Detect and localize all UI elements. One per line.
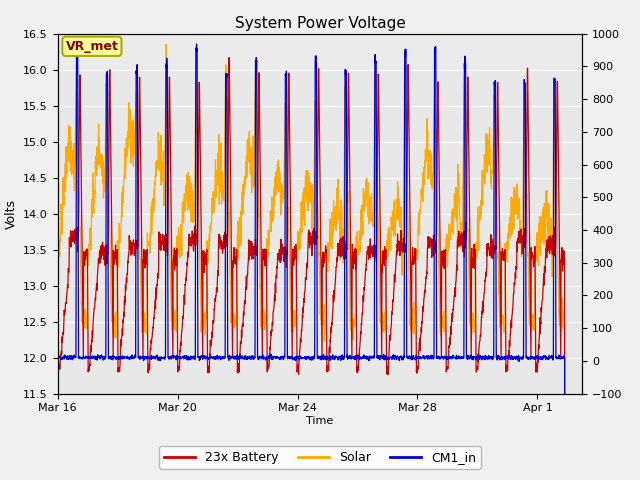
CM1_in bbox=[54, 354, 61, 360]
Solar bbox=[302, 189, 310, 195]
CM1_in bbox=[289, 355, 296, 361]
23x Battery bbox=[548, 232, 556, 238]
Solar bbox=[456, 194, 463, 200]
Solar bbox=[54, 249, 61, 255]
Solar bbox=[548, 241, 556, 247]
23x Battery bbox=[456, 231, 463, 237]
23x Battery bbox=[225, 55, 233, 60]
CM1_in bbox=[548, 354, 556, 360]
Line: CM1_in: CM1_in bbox=[58, 44, 568, 480]
23x Battery bbox=[549, 248, 557, 254]
Legend: 23x Battery, Solar, CM1_in: 23x Battery, Solar, CM1_in bbox=[159, 446, 481, 469]
X-axis label: Time: Time bbox=[307, 416, 333, 426]
Solar bbox=[80, 321, 88, 327]
Line: 23x Battery: 23x Battery bbox=[58, 58, 568, 480]
CM1_in bbox=[193, 41, 200, 47]
Y-axis label: Volts: Volts bbox=[4, 199, 17, 228]
23x Battery bbox=[302, 277, 310, 283]
CM1_in bbox=[80, 354, 88, 360]
Solar bbox=[289, 318, 296, 324]
Title: System Power Voltage: System Power Voltage bbox=[235, 16, 405, 31]
23x Battery bbox=[54, 247, 61, 252]
CM1_in bbox=[456, 354, 463, 360]
CM1_in bbox=[302, 355, 310, 360]
CM1_in bbox=[549, 357, 557, 363]
23x Battery bbox=[289, 355, 296, 360]
23x Battery bbox=[80, 256, 88, 262]
Bar bbox=[58, 34, 582, 70]
Solar bbox=[549, 208, 557, 214]
Line: Solar: Solar bbox=[58, 44, 568, 480]
Solar bbox=[163, 41, 170, 47]
Text: VR_met: VR_met bbox=[65, 40, 118, 53]
